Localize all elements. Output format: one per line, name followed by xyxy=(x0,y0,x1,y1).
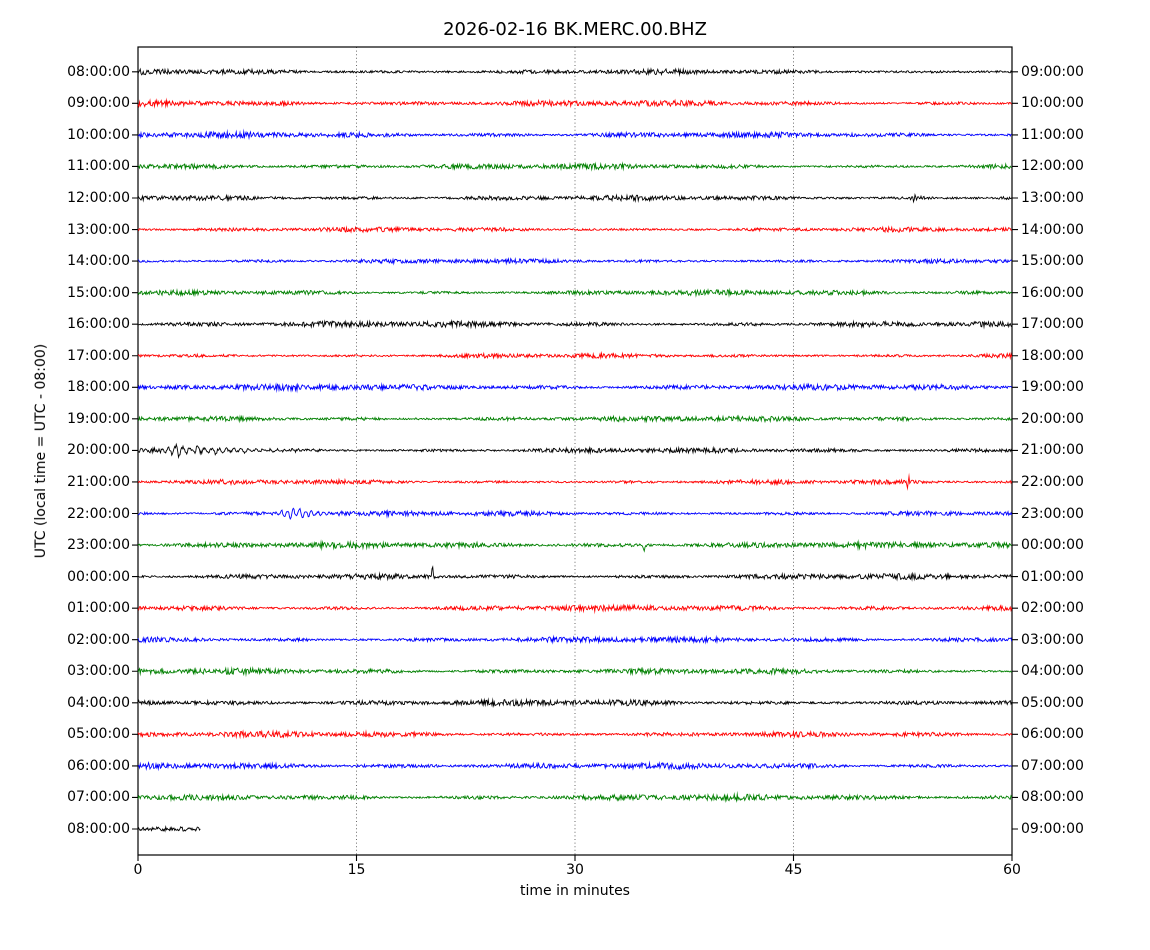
left-time-label: 00:00:00 xyxy=(67,568,130,585)
left-time-label: 07:00:00 xyxy=(67,789,130,806)
left-time-label: 18:00:00 xyxy=(67,379,130,396)
left-time-label: 08:00:00 xyxy=(67,63,130,80)
left-time-label: 12:00:00 xyxy=(67,190,130,206)
right-time-label: 19:00:00 xyxy=(1021,379,1084,396)
right-time-label: 23:00:00 xyxy=(1021,505,1084,522)
left-time-label: 22:00:00 xyxy=(67,505,130,522)
right-time-label: 14:00:00 xyxy=(1021,221,1084,238)
left-time-label: 03:00:00 xyxy=(67,663,130,680)
chart-title: 2026-02-16 BK.MERC.00.BHZ xyxy=(443,19,707,40)
left-time-label: 15:00:00 xyxy=(67,284,130,301)
x-tick-label: 15 xyxy=(347,862,366,878)
x-tick-label: 0 xyxy=(133,862,143,878)
left-time-label: 09:00:00 xyxy=(67,95,130,112)
x-tick-label: 30 xyxy=(566,862,584,878)
right-time-label: 05:00:00 xyxy=(1021,694,1084,711)
right-time-label: 08:00:00 xyxy=(1021,789,1084,806)
x-tick-label: 60 xyxy=(1003,862,1021,878)
left-time-label: 08:00:00 xyxy=(67,821,130,837)
left-time-label: 11:00:00 xyxy=(67,158,130,175)
left-time-label: 10:00:00 xyxy=(67,126,130,143)
left-time-label: 19:00:00 xyxy=(67,410,130,427)
right-time-label: 00:00:00 xyxy=(1021,537,1084,554)
right-time-label: 09:00:00 xyxy=(1021,63,1084,80)
x-axis-label: time in minutes xyxy=(520,883,630,899)
right-time-label: 18:00:00 xyxy=(1021,347,1084,364)
left-time-label: 02:00:00 xyxy=(67,631,130,648)
right-time-label: 21:00:00 xyxy=(1021,442,1084,459)
x-tick-label: 45 xyxy=(784,862,803,878)
right-time-label: 10:00:00 xyxy=(1021,95,1084,112)
left-time-label: 16:00:00 xyxy=(67,316,130,333)
right-time-label: 22:00:00 xyxy=(1021,473,1084,490)
right-time-label: 04:00:00 xyxy=(1021,663,1084,680)
right-time-label: 11:00:00 xyxy=(1021,126,1084,143)
left-time-label: 04:00:00 xyxy=(67,694,130,711)
left-time-label: 06:00:00 xyxy=(67,757,130,774)
right-time-label: 09:00:00 xyxy=(1021,821,1084,837)
left-time-label: 20:00:00 xyxy=(67,442,130,459)
right-time-label: 07:00:00 xyxy=(1021,757,1084,774)
right-time-label: 13:00:00 xyxy=(1021,190,1084,206)
left-time-label: 01:00:00 xyxy=(67,600,130,617)
left-time-label: 17:00:00 xyxy=(67,347,130,364)
left-time-label: 21:00:00 xyxy=(67,473,130,490)
right-time-label: 01:00:00 xyxy=(1021,568,1084,585)
right-time-label: 02:00:00 xyxy=(1021,600,1084,617)
left-time-label: 23:00:00 xyxy=(67,537,130,554)
right-time-label: 16:00:00 xyxy=(1021,284,1084,301)
right-time-label: 06:00:00 xyxy=(1021,726,1084,743)
left-time-label: 13:00:00 xyxy=(67,221,130,238)
right-time-label: 20:00:00 xyxy=(1021,410,1084,427)
left-time-label: 05:00:00 xyxy=(67,726,130,743)
right-time-label: 17:00:00 xyxy=(1021,316,1084,333)
right-time-label: 03:00:00 xyxy=(1021,631,1084,648)
left-time-label: 14:00:00 xyxy=(67,253,130,270)
right-time-label: 15:00:00 xyxy=(1021,253,1084,270)
right-time-label: 12:00:00 xyxy=(1021,158,1084,175)
